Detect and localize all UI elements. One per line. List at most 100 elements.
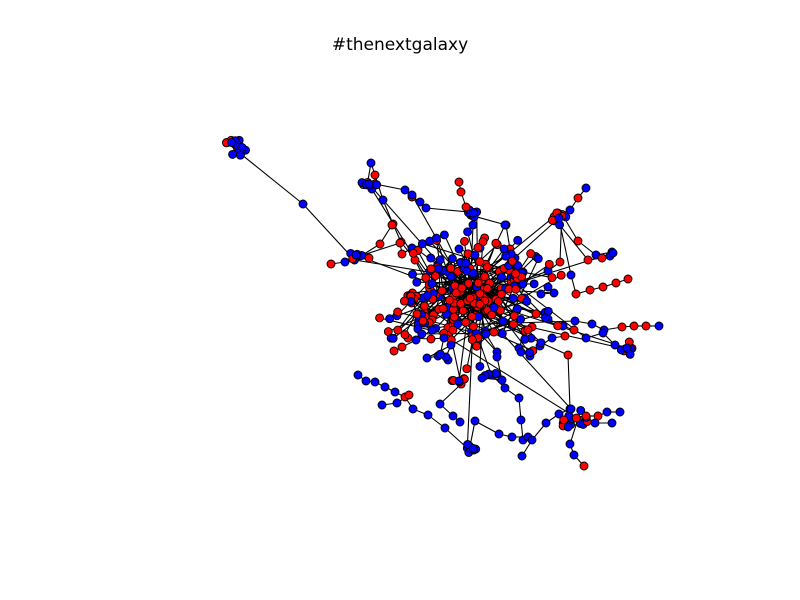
- graph-node-red: [511, 284, 521, 294]
- graph-node-blue: [417, 329, 427, 339]
- graph-node-red: [412, 309, 422, 319]
- graph-node-red: [437, 286, 447, 296]
- graph-node-blue: [423, 291, 432, 300]
- graph-node-red: [404, 390, 414, 400]
- graph-node-blue: [566, 404, 576, 414]
- graph-node-blue: [390, 387, 400, 397]
- graph-node-blue: [501, 251, 511, 261]
- graph-node-blue: [385, 314, 395, 324]
- graph-node-red: [585, 285, 595, 295]
- graph-node-blue: [481, 329, 491, 339]
- graph-node-blue: [448, 411, 458, 421]
- graph-node-red: [475, 299, 485, 309]
- figure-title: #thenextgalaxy: [331, 35, 469, 55]
- graph-node-blue: [439, 333, 449, 343]
- graph-node-red: [461, 317, 471, 327]
- graph-node-blue: [434, 264, 443, 274]
- graph-node-red: [393, 307, 403, 317]
- graph-node-blue: [507, 432, 517, 442]
- graph-node-blue: [522, 296, 532, 306]
- graph-node-blue: [447, 254, 457, 264]
- graph-node-red: [395, 238, 405, 248]
- graph-node-blue: [565, 205, 575, 215]
- graph-edge: [439, 383, 462, 405]
- graph-node-blue: [500, 383, 510, 393]
- graph-node-red: [547, 273, 557, 283]
- graph-node-red: [426, 264, 436, 274]
- graph-node-red: [511, 269, 521, 279]
- graph-node-red: [556, 270, 566, 280]
- graph-node-red: [598, 282, 608, 292]
- graph-node-blue: [489, 303, 499, 312]
- graph-node-red: [623, 274, 633, 284]
- graph-node-red: [445, 295, 454, 305]
- graph-node-red: [526, 249, 536, 259]
- graph-node-blue: [513, 235, 523, 245]
- graph-node-red: [581, 411, 591, 421]
- graph-node-red: [559, 415, 569, 425]
- graph-node-red: [461, 202, 471, 212]
- graph-node-red: [387, 220, 397, 230]
- graph-node-blue: [587, 319, 597, 329]
- graph-node-blue: [508, 293, 518, 303]
- graph-node-blue: [411, 335, 421, 345]
- graph-node-blue: [435, 349, 445, 359]
- graph-node-blue: [536, 289, 546, 299]
- graph-node-blue: [497, 375, 507, 385]
- graph-node-blue: [615, 407, 625, 417]
- graph-node-blue: [388, 333, 398, 343]
- graph-node-blue: [602, 407, 612, 417]
- graph-node-blue: [380, 382, 390, 392]
- graph-node-blue: [607, 418, 617, 428]
- graph-node-red: [418, 316, 428, 326]
- graph-node-blue: [454, 376, 464, 386]
- graph-node-blue: [408, 269, 417, 279]
- graph-edge: [411, 194, 471, 299]
- graph-node-red: [617, 322, 627, 332]
- graph-node-red: [569, 325, 579, 335]
- graph-node-red: [583, 255, 593, 265]
- graph-node-red: [426, 334, 436, 344]
- graph-node-blue: [590, 418, 600, 428]
- graph-node-blue: [565, 439, 575, 449]
- graph-edge: [458, 297, 471, 382]
- graph-edge: [361, 242, 401, 256]
- graph-node-red: [408, 248, 418, 258]
- graph-node-blue: [453, 319, 463, 329]
- graph-node-blue: [446, 340, 456, 350]
- graph-node-blue: [527, 435, 537, 445]
- graph-node-red: [375, 239, 385, 249]
- graph-node-red: [493, 297, 503, 307]
- graph-node-blue: [468, 220, 478, 230]
- graph-node-blue: [407, 190, 417, 200]
- graph-edge: [302, 203, 355, 261]
- graph-node-blue: [470, 250, 480, 260]
- graph-node-red: [419, 301, 429, 311]
- graph-node-blue: [516, 415, 526, 425]
- graph-node-red: [491, 238, 501, 248]
- graph-node-blue: [378, 195, 388, 205]
- graph-node-red: [563, 350, 573, 360]
- graph-node-red: [464, 278, 474, 288]
- graph-node-red: [364, 253, 374, 263]
- graph-node-blue: [455, 417, 465, 427]
- graph-node-blue: [377, 400, 387, 410]
- graph-node-blue: [351, 250, 361, 260]
- graph-node-blue: [227, 138, 236, 147]
- graph-node-blue: [492, 352, 502, 362]
- graph-node-red: [544, 259, 554, 269]
- graph-node-blue: [235, 150, 245, 160]
- graph-node-blue: [426, 253, 436, 263]
- graph-node-blue: [468, 444, 478, 453]
- graph-node-blue: [517, 451, 527, 461]
- graph-node-red: [507, 256, 517, 266]
- graph-node-blue: [608, 248, 618, 258]
- graph-node-blue: [514, 393, 524, 403]
- graph-node-blue: [570, 316, 580, 326]
- graph-node-blue: [435, 399, 445, 409]
- graph-node-red: [496, 289, 506, 299]
- graph-node-blue: [446, 272, 456, 282]
- graph-node-red: [579, 461, 589, 471]
- graph-node-red: [482, 262, 492, 272]
- graph-node-blue: [477, 373, 487, 383]
